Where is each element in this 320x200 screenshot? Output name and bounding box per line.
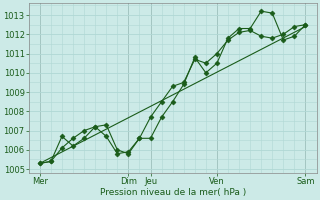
X-axis label: Pression niveau de la mer( hPa ): Pression niveau de la mer( hPa ) (100, 188, 246, 197)
